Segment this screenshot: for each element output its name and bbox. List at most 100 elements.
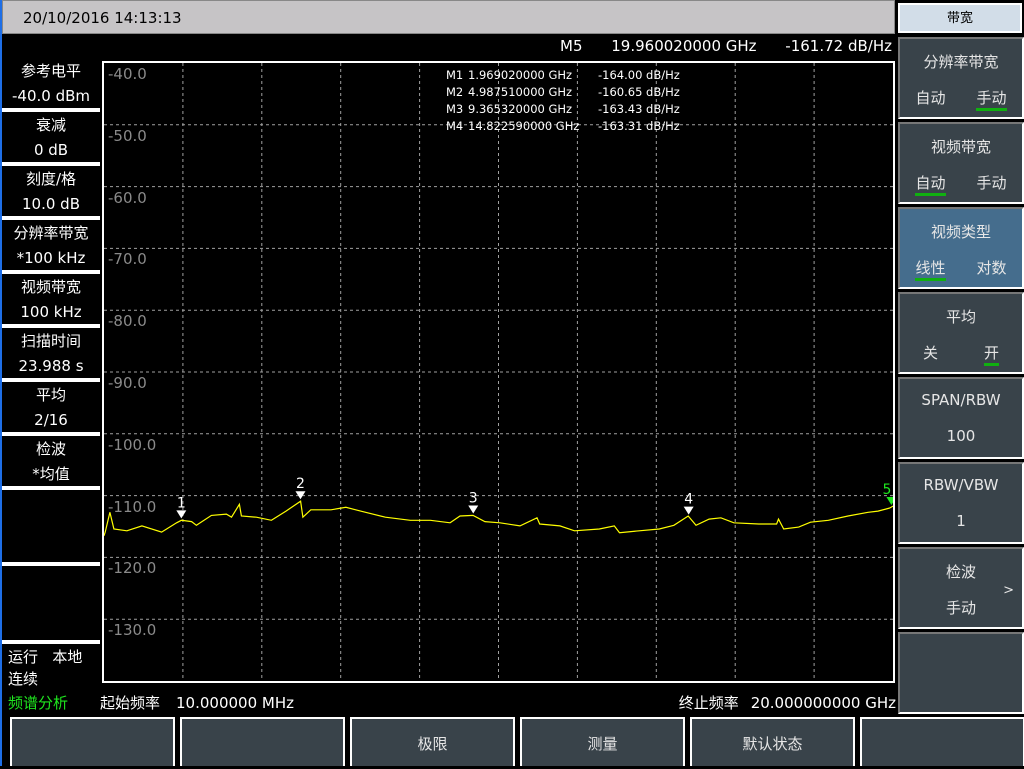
menu-title: 带宽	[898, 3, 1022, 33]
softkey-option[interactable]: 手动	[976, 87, 1007, 111]
marker-label: 2	[296, 476, 305, 492]
softkey-option[interactable]: 自动	[915, 172, 946, 196]
bottom-softkey-3[interactable]: 极限	[350, 717, 515, 766]
setting-item[interactable]: 检波 *均值	[2, 436, 100, 490]
softkey-2[interactable]: 视频带宽自动 手动	[898, 122, 1024, 204]
bottom-softkey-4[interactable]: 测量	[520, 717, 685, 766]
softkey-option[interactable]: 开	[983, 342, 999, 366]
bottom-softkey-5[interactable]: 默认状态	[690, 717, 855, 766]
bottom-softkey-6[interactable]	[860, 717, 1024, 766]
softkey-option[interactable]: 自动	[915, 89, 946, 107]
marker-label: 4	[684, 492, 693, 508]
status-area: 运行 本地 连续	[8, 646, 82, 690]
stop-frequency-label: 终止频率	[678, 694, 739, 712]
marker-triangle-icon[interactable]	[886, 497, 893, 506]
datetime: 20/10/2016 14:13:13	[23, 9, 182, 27]
setting-label: 参考电平	[20, 62, 81, 80]
marker-row: M4 14.822590000 GHz -163.31 dB/Hz	[446, 118, 680, 135]
bottom-softkey-2[interactable]	[180, 717, 345, 766]
setting-item[interactable]: 衰减 0 dB	[2, 112, 100, 166]
setting-label: 视频带宽	[20, 278, 81, 296]
softkey-value: 100	[946, 427, 976, 445]
softkey-value: 手动	[945, 599, 976, 617]
setting-value: *均值	[32, 465, 70, 483]
softkey-option[interactable]: 对数	[976, 259, 1007, 277]
softkey-option[interactable]: 手动	[976, 174, 1007, 192]
softkey-title: 平均	[945, 308, 976, 326]
softkey-option[interactable]: 关	[922, 344, 938, 362]
stop-frequency-value: 20.000000000 GHz	[750, 694, 896, 712]
softkey-5[interactable]: SPAN/RBW 100	[898, 377, 1024, 459]
y-tick-label: -60.0	[108, 188, 147, 207]
y-tick-label: -80.0	[108, 312, 147, 331]
y-tick-label: -110.0	[108, 497, 157, 516]
softkey-title: 检波	[945, 563, 976, 581]
setting-value: *100 kHz	[16, 249, 86, 267]
sweep-mode: 连续	[8, 670, 39, 688]
marker-name: M2	[446, 85, 464, 99]
softkey-6[interactable]: RBW/VBW 1	[898, 462, 1024, 544]
setting-item[interactable]: 参考电平 -40.0 dBm	[2, 58, 100, 112]
title-bar: 20/10/2016 14:13:13	[2, 0, 895, 34]
setting-label: 刻度/格	[25, 170, 77, 188]
softkey-3[interactable]: 视频类型 线性 对数	[898, 207, 1024, 289]
setting-label: 衰减	[35, 116, 66, 134]
start-frequency-label: 起始频率	[100, 694, 161, 712]
marker-name: M3	[446, 102, 464, 116]
marker-name: M1	[446, 68, 464, 82]
left-edge-stripe	[0, 0, 2, 766]
setting-label: 平均	[35, 386, 66, 404]
start-frequency[interactable]: 起始频率 10.000000 MHz	[100, 692, 294, 713]
softkey-title: SPAN/RBW	[921, 391, 1001, 409]
setting-item[interactable]: 刻度/格 10.0 dB	[2, 166, 100, 220]
y-tick-label: -130.0	[108, 621, 157, 640]
setting-value: 100 kHz	[20, 303, 82, 321]
softkey-7[interactable]: 检波手动 >	[898, 547, 1024, 629]
setting-item[interactable]: 分辨率带宽 *100 kHz	[2, 220, 100, 274]
setting-item[interactable]: 平均 2/16	[2, 382, 100, 436]
setting-value: 10.0 dB	[22, 195, 80, 213]
y-tick-label: -70.0	[108, 250, 147, 269]
setting-value: 23.988 s	[18, 357, 84, 375]
softkey-title: 分辨率带宽	[923, 53, 999, 71]
y-tick-label: -90.0	[108, 374, 147, 392]
marker-triangle-icon[interactable]	[295, 491, 306, 500]
softkey-title	[900, 646, 1022, 668]
start-frequency-value: 10.000000 MHz	[176, 694, 294, 712]
spectrum-svg: 1 2 3 4 5	[104, 63, 893, 681]
marker-value: -160.65 dB/Hz	[598, 85, 680, 99]
softkey-1[interactable]: 分辨率带宽自动 手动	[898, 37, 1024, 119]
marker-triangle-icon[interactable]	[683, 506, 694, 515]
submenu-arrow-icon: >	[1003, 583, 1014, 598]
softkey-title: 视频带宽	[930, 138, 991, 156]
marker-row: M3 9.365320000 GHz -163.43 dB/Hz	[446, 101, 680, 118]
marker-label: 3	[469, 490, 478, 506]
control-status: 本地	[52, 648, 83, 666]
y-tick-label: -50.0	[108, 126, 147, 145]
spectrum-plot[interactable]: 1 2 3 4 5 -40.0 -50.0 -60.0 -70.0 -80.0 -90.0 -100…	[102, 61, 895, 683]
marker-label: 1	[177, 495, 186, 511]
softkey-option[interactable]: 线性	[915, 257, 946, 281]
setting-value: -40.0 dBm	[11, 87, 90, 105]
marker-triangle-icon[interactable]	[176, 510, 187, 519]
marker-freq: 14.822590000 GHz	[468, 119, 580, 133]
marker-value: -163.31 dB/Hz	[598, 119, 680, 133]
marker-row: M1 1.969020000 GHz -164.00 dB/Hz	[446, 67, 680, 84]
marker-value: -164.00 dB/Hz	[598, 68, 680, 82]
y-tick-label: -100.0	[108, 435, 157, 454]
marker-triangle-icon[interactable]	[468, 505, 479, 514]
marker-row: M2 4.987510000 GHz -160.65 dB/Hz	[446, 84, 680, 101]
softkey-4[interactable]: 平均关 开	[898, 292, 1024, 374]
stop-frequency[interactable]: 终止频率 20.000000000 GHz	[679, 692, 896, 713]
bottom-softkey-1[interactable]	[10, 717, 175, 766]
run-status: 运行	[8, 648, 39, 666]
active-marker-freq: 19.960020000 GHz	[611, 37, 757, 55]
setting-item[interactable]: 扫描时间 23.988 s	[2, 328, 100, 382]
setting-item[interactable]: 视频带宽 100 kHz	[2, 274, 100, 328]
setting-label: 扫描时间	[20, 332, 81, 350]
softkey-title: RBW/VBW	[923, 476, 999, 494]
setting-empty	[2, 566, 100, 644]
y-tick-label: -40.0	[108, 65, 147, 83]
y-tick-label: -120.0	[108, 559, 157, 578]
softkey-8[interactable]	[898, 632, 1024, 714]
